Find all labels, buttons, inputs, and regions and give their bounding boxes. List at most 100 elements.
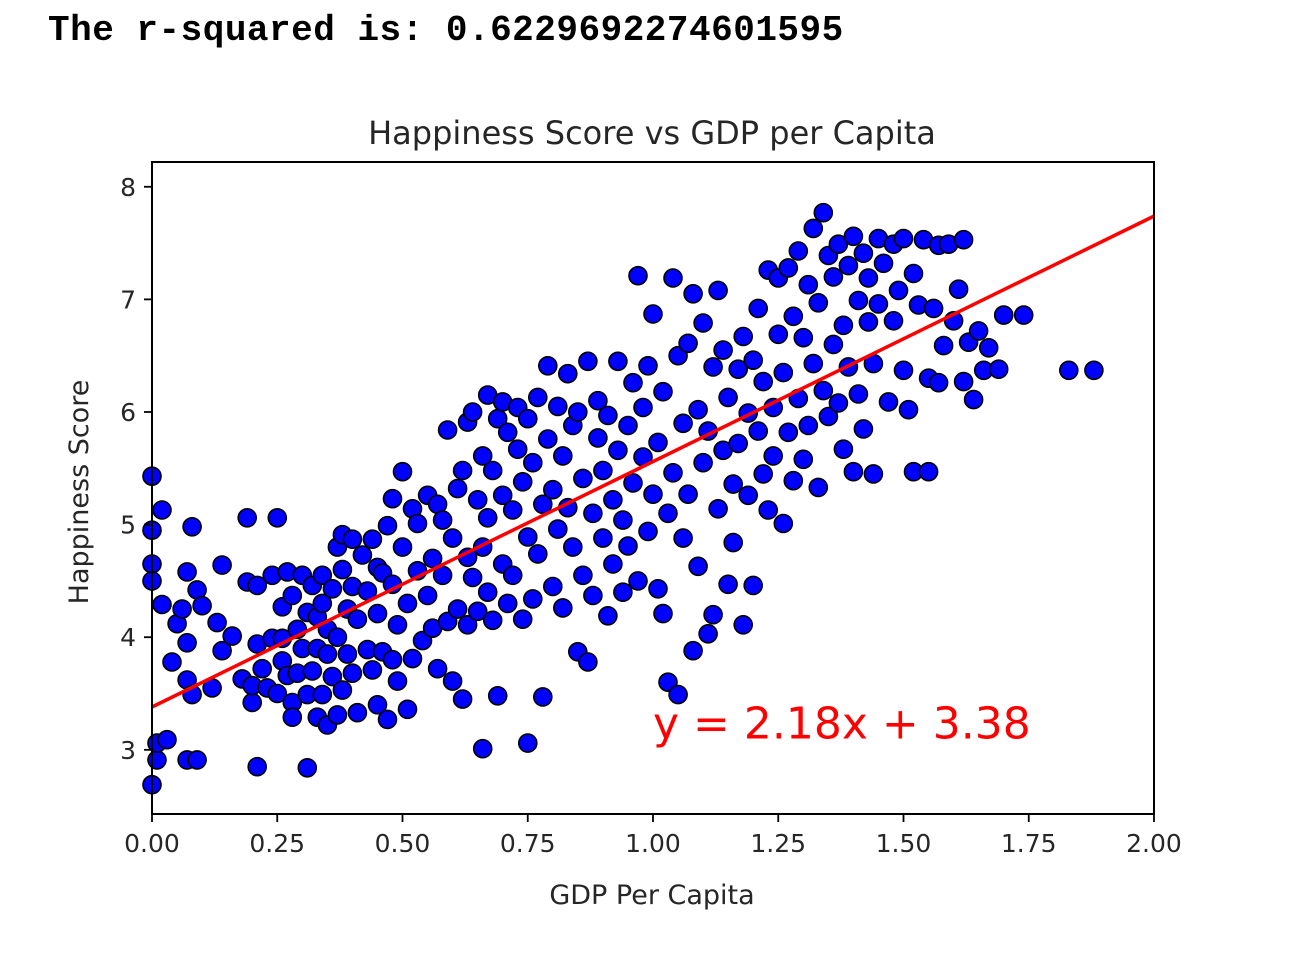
data-point <box>502 565 523 586</box>
data-point <box>177 562 197 582</box>
data-point <box>853 419 874 439</box>
data-point <box>472 446 493 466</box>
data-point <box>1084 360 1104 381</box>
x-tick-label: 1.50 <box>876 829 932 858</box>
data-point <box>542 479 563 500</box>
data-point <box>828 234 849 254</box>
data-point <box>542 576 563 597</box>
data-point <box>738 485 759 506</box>
data-point <box>297 757 318 778</box>
data-point <box>187 750 207 770</box>
data-point <box>763 446 784 466</box>
data-point <box>818 406 839 427</box>
data-point <box>252 658 273 679</box>
data-point <box>808 477 829 498</box>
data-point <box>177 632 197 653</box>
data-point <box>888 280 909 301</box>
x-tick-label: 0.75 <box>500 829 556 858</box>
data-point <box>442 671 463 691</box>
data-point <box>988 359 1009 380</box>
data-point <box>242 692 262 713</box>
data-point <box>347 609 368 630</box>
data-point <box>648 578 668 599</box>
data-point <box>843 226 864 247</box>
data-point <box>593 460 613 481</box>
data-point <box>322 578 343 599</box>
data-point <box>783 306 804 327</box>
data-point <box>407 513 428 534</box>
data-point <box>673 413 693 434</box>
data-point <box>583 503 603 524</box>
data-point <box>362 529 383 550</box>
data-point <box>693 313 713 333</box>
chart-title: Happiness Score vs GDP per Capita <box>368 114 936 152</box>
data-point <box>422 548 443 569</box>
data-point <box>893 228 914 249</box>
data-point <box>693 452 713 473</box>
regression-layer <box>151 214 1155 709</box>
x-tick-label: 0.50 <box>375 829 431 858</box>
data-point <box>628 265 648 286</box>
data-point <box>567 402 588 422</box>
data-point <box>663 268 683 288</box>
data-point <box>608 440 628 461</box>
data-point <box>858 312 879 332</box>
data-point <box>963 389 984 410</box>
data-point <box>152 594 172 615</box>
data-point <box>382 649 403 670</box>
data-point <box>397 593 418 614</box>
data-point <box>793 327 814 348</box>
data-point <box>618 415 638 436</box>
data-point <box>507 439 528 460</box>
data-point <box>527 544 548 564</box>
data-point <box>302 661 323 681</box>
data-point <box>603 489 623 510</box>
data-point <box>678 333 698 354</box>
data-point <box>798 415 819 436</box>
data-point <box>377 515 398 536</box>
data-point <box>467 601 488 622</box>
data-point <box>968 321 989 341</box>
data-point <box>648 432 668 453</box>
data-point <box>838 255 859 276</box>
data-point <box>192 595 212 616</box>
data-point <box>447 478 468 499</box>
y-tick-label: 4 <box>120 623 136 652</box>
data-point <box>703 604 723 625</box>
data-point <box>773 513 794 534</box>
data-point <box>427 658 448 679</box>
data-point <box>392 461 413 482</box>
data-point <box>638 521 658 542</box>
data-point <box>337 644 358 664</box>
data-point <box>743 575 764 596</box>
data-point <box>783 470 804 491</box>
data-point <box>562 537 583 557</box>
y-axis: 3 4 5 6 7 8 <box>120 173 152 765</box>
x-axis-label: GDP Per Capita <box>549 880 754 911</box>
data-point <box>557 363 578 384</box>
data-point <box>247 756 268 777</box>
data-point <box>1013 305 1034 325</box>
data-point <box>552 598 573 618</box>
data-point <box>708 498 728 519</box>
data-point <box>603 554 623 574</box>
data-point <box>728 433 749 454</box>
data-point <box>748 298 769 319</box>
data-point <box>753 464 774 484</box>
x-tick-label: 0.00 <box>124 829 180 858</box>
data-point <box>678 484 698 505</box>
data-point <box>713 340 733 360</box>
data-point <box>452 689 473 709</box>
data-point <box>828 393 849 413</box>
data-point <box>517 527 538 547</box>
data-point <box>628 571 648 591</box>
data-point <box>432 510 453 530</box>
data-point <box>327 705 348 725</box>
data-point <box>668 684 688 705</box>
data-point <box>547 396 568 417</box>
data-point <box>212 640 232 661</box>
data-point <box>773 362 794 383</box>
data-point <box>537 429 558 449</box>
data-point <box>823 334 844 355</box>
